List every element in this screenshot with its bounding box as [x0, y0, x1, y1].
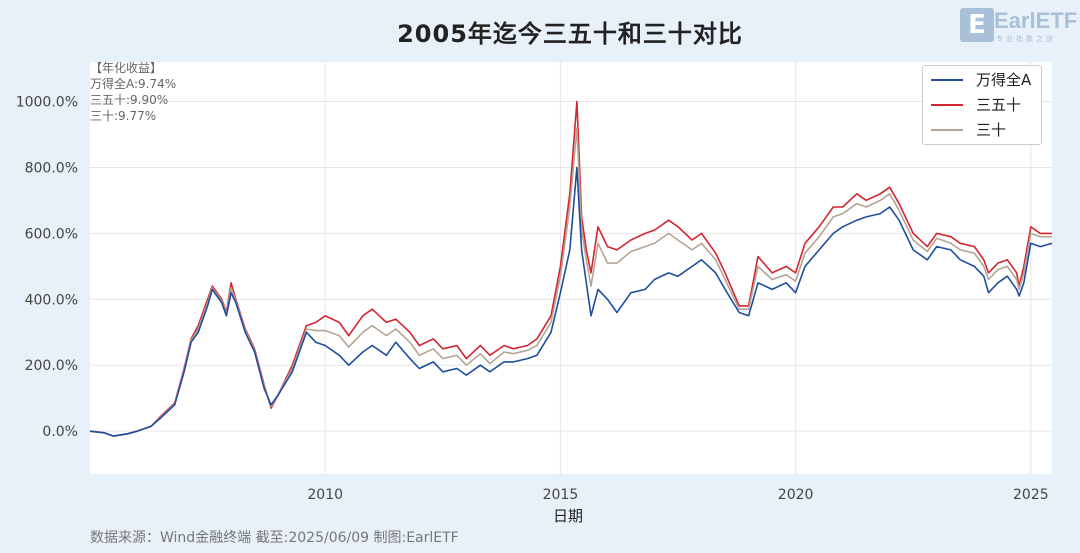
annualized-return-header: 【年化收益】: [90, 61, 163, 75]
y-tick-label: 400.0%: [25, 292, 78, 308]
annualized-return-box: 【年化收益】 万得全A:9.74% 三五十:9.90% 三十:9.77%: [90, 60, 176, 124]
y-tick-label: 200.0%: [25, 358, 78, 374]
legend-swatch-30: [931, 129, 963, 131]
logo-name: EarlETF: [994, 8, 1078, 33]
x-tick-label: 2020: [778, 487, 814, 503]
legend-label-350: 三五十: [976, 96, 1022, 114]
chart-legend: 万得全A 三五十 三十: [922, 65, 1042, 145]
series-line-30: [89, 127, 1052, 437]
y-tick-label: 600.0%: [25, 226, 78, 242]
legend-swatch-wind: [931, 79, 963, 81]
x-tick-label: 2010: [307, 487, 343, 503]
legend-item-350: 三五十: [931, 94, 1036, 116]
x-tick-label: 2015: [543, 487, 579, 503]
y-tick-label: 0.0%: [42, 424, 78, 440]
series-lines: [89, 100, 1053, 437]
source-footer: 数据来源：Wind金融终端 截至:2025/06/09 制图:EarlETF: [90, 530, 459, 546]
series-line-350: [89, 100, 1052, 437]
y-tick-label: 1000.0%: [16, 95, 78, 111]
legend-label-wind: 万得全A: [976, 71, 1032, 89]
chart-title: 2005年迄今三五十和三十对比: [397, 20, 743, 48]
annualized-return-wind: 万得全A:9.74%: [90, 77, 177, 91]
x-axis-ticks: 2010 2015 2020 2025: [307, 487, 1048, 503]
series-line-wind-all-a: [89, 166, 1053, 437]
legend-item-30: 三十: [931, 119, 1036, 141]
y-tick-label: 800.0%: [25, 160, 78, 176]
logo-mark: E: [960, 8, 994, 42]
legend-label-30: 三十: [976, 121, 1007, 139]
x-tick-label: 2025: [1013, 487, 1049, 503]
earletf-logo: E EarlETF 专业指数之道: [960, 8, 1077, 44]
x-axis-label: 日期: [553, 507, 584, 525]
plot-area: [90, 62, 1052, 474]
annualized-return-350: 三五十:9.90%: [90, 93, 169, 107]
legend-item-wind: 万得全A: [931, 69, 1036, 91]
annualized-return-30: 三十:9.77%: [90, 109, 157, 123]
legend-swatch-350: [931, 104, 963, 106]
y-axis-ticks: 0.0% 200.0% 400.0% 600.0% 800.0% 1000.0%: [16, 95, 78, 441]
logo-tagline: 专业指数之道: [996, 35, 1056, 43]
